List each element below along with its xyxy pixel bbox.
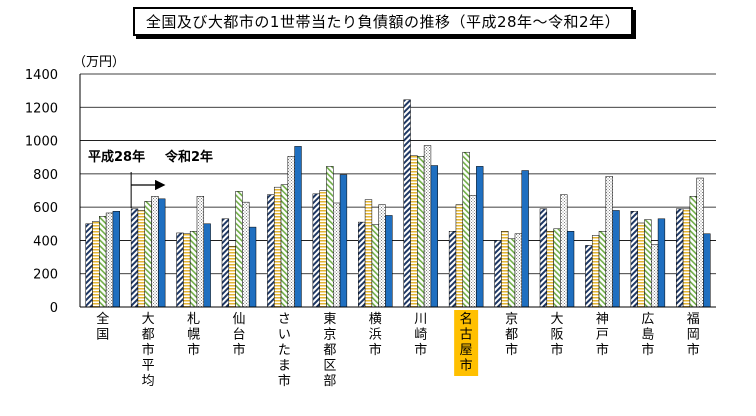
bar-r2 — [612, 210, 620, 308]
bar-r2 — [385, 215, 393, 308]
bar-h30 — [280, 184, 289, 308]
bar-h29 — [92, 221, 100, 308]
bar-r2 — [521, 170, 529, 308]
bar-h30 — [462, 151, 470, 308]
bar-h30 — [553, 228, 561, 308]
bar-h28 — [539, 208, 548, 308]
bar-h30 — [99, 216, 107, 308]
category-label: 仙台市 — [232, 312, 245, 358]
bar-h29 — [410, 155, 418, 308]
bar-r1 — [196, 196, 205, 308]
category-label: 大阪市 — [550, 312, 563, 358]
bar-h28 — [130, 208, 139, 308]
bar-h30 — [326, 166, 334, 308]
bar-h30 — [371, 224, 379, 308]
category-label: 札幌市 — [187, 312, 200, 358]
category-label: さいたま市 — [278, 312, 291, 389]
bar-h28 — [403, 99, 411, 308]
bar-h28 — [494, 240, 502, 308]
category-label: 横浜市 — [369, 312, 382, 358]
bar-h28 — [176, 232, 184, 308]
bar-r2 — [566, 231, 575, 308]
bar-r2 — [703, 233, 711, 308]
category-label: 神戸市 — [596, 312, 609, 358]
y-tick-label: 1000 — [25, 135, 58, 150]
bar-r2 — [248, 226, 257, 308]
annotation-from-label: 平成28年 — [88, 149, 145, 165]
bar-h29 — [682, 208, 691, 308]
bar-h28 — [221, 218, 230, 308]
bar-h30 — [235, 191, 243, 308]
bar-h29 — [364, 199, 373, 308]
bar-h29 — [546, 231, 554, 308]
bar-r1 — [287, 156, 295, 308]
bar-r1 — [333, 202, 341, 308]
bar-h29 — [273, 186, 282, 308]
y-tick-label: 1200 — [25, 101, 58, 116]
bar-r1 — [378, 204, 386, 308]
bar-r2 — [476, 166, 484, 308]
bar-h29 — [591, 235, 600, 308]
bar-h29 — [183, 233, 191, 308]
bar-r1 — [651, 244, 659, 308]
bar-h30 — [689, 196, 697, 308]
bar-r1 — [605, 176, 613, 308]
annotation-to-label: 令和2年 — [165, 149, 213, 165]
bar-h30 — [189, 231, 198, 308]
bar-h29 — [637, 222, 645, 308]
y-tick-label: 200 — [33, 268, 58, 283]
chart-title: 全国及び大都市の1世帯当たり負債額の推移（平成28年～令和2年） — [145, 13, 621, 31]
bar-r1 — [423, 145, 432, 308]
bar-r2 — [203, 223, 211, 308]
y-tick-label: 600 — [33, 201, 58, 216]
bar-h29 — [455, 204, 463, 308]
y-unit-label: （万円） — [73, 55, 125, 70]
bar-h30 — [417, 156, 425, 308]
bar-h29 — [228, 246, 236, 308]
bar-h30 — [644, 219, 652, 308]
bar-r2 — [339, 174, 348, 308]
bar-r1 — [469, 195, 477, 308]
bar-r1 — [151, 196, 159, 308]
category-label: 東京都区部 — [323, 311, 336, 389]
y-tick-label: 800 — [33, 168, 58, 183]
y-tick-label: 0 — [50, 301, 58, 316]
bar-h29 — [137, 210, 145, 308]
chart-title-box: 全国及び大都市の1世帯当たり負債額の推移（平成28年～令和2年） — [133, 7, 633, 36]
bar-h30 — [507, 238, 516, 308]
category-label: 大都市平均 — [142, 312, 155, 389]
highlight-box — [454, 310, 479, 376]
category-label: 京都市 — [505, 312, 518, 358]
bar-r2 — [158, 198, 166, 308]
bar-h28 — [448, 231, 457, 308]
category-label: 全国 — [96, 311, 109, 343]
bar-h28 — [267, 194, 275, 308]
bar-h30 — [144, 201, 152, 308]
bar-h28 — [630, 211, 638, 308]
bar-h28 — [358, 221, 366, 308]
bar-h28 — [585, 245, 593, 308]
bar-r2 — [294, 146, 302, 308]
category-label: 福岡市 — [687, 312, 700, 358]
bar-r2 — [657, 218, 666, 308]
category-label: 名古屋市 — [460, 311, 473, 374]
bar-h29 — [319, 190, 327, 308]
category-label: 川崎市 — [414, 312, 427, 358]
bar-r1 — [560, 194, 568, 308]
bar-h29 — [501, 231, 509, 308]
y-tick-label: 1400 — [25, 68, 58, 83]
bar-h28 — [676, 208, 684, 308]
bar-r2 — [430, 165, 438, 308]
bar-r1 — [696, 177, 704, 308]
y-tick-label: 400 — [33, 234, 58, 249]
bar-h28 — [85, 223, 93, 308]
category-label: 広島市 — [641, 312, 654, 358]
bar-h30 — [598, 231, 607, 308]
bar-r1 — [105, 212, 114, 308]
bar-r2 — [112, 211, 120, 308]
bar-r1 — [514, 233, 523, 308]
bar-h28 — [312, 193, 320, 308]
bar-r1 — [242, 201, 250, 308]
